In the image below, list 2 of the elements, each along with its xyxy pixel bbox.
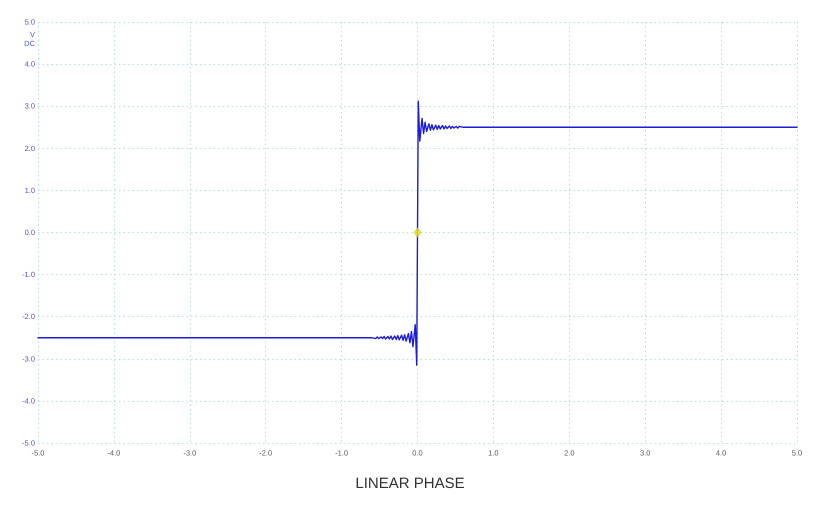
text: LINEAR PHASE <box>355 475 465 492</box>
line-series <box>37 100 798 366</box>
